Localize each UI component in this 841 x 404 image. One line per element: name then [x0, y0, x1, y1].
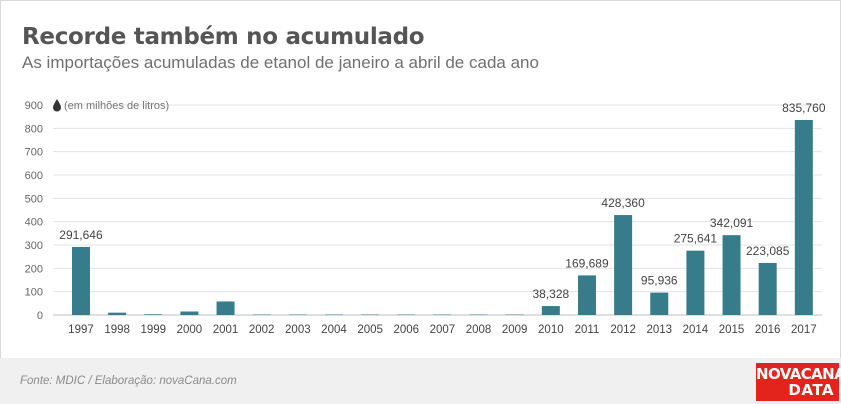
- x-tick-label: 1999: [140, 324, 166, 336]
- x-tick-label: 2014: [683, 324, 709, 336]
- x-tick-label: 2008: [466, 324, 492, 336]
- bar: [252, 314, 271, 316]
- data-label: 275,641: [674, 232, 718, 246]
- x-tick-label: 2007: [430, 324, 456, 336]
- bar: [397, 314, 416, 316]
- data-label: 95,936: [641, 274, 678, 288]
- y-tick-label: 900: [25, 100, 43, 112]
- novacana-data-logo[interactable]: NOVACANA DATA: [756, 363, 841, 401]
- x-tick-label: 2009: [502, 324, 528, 336]
- bar: [614, 215, 633, 315]
- y-tick-label: 600: [25, 170, 43, 182]
- bar: [71, 246, 90, 315]
- y-tick-label: 700: [25, 147, 43, 159]
- x-tick-label: 2011: [575, 324, 600, 336]
- x-tick-label: 2010: [538, 324, 564, 336]
- x-tick-label: 2015: [719, 324, 745, 336]
- x-tick-label: 2013: [646, 324, 672, 336]
- x-tick-label: 2003: [285, 324, 311, 336]
- y-axis-unit-label: (em milhões de litros): [64, 100, 169, 112]
- y-tick-label: 100: [25, 287, 43, 299]
- data-label: 835,760: [782, 101, 826, 115]
- bar: [722, 235, 741, 315]
- x-tick-label: 1997: [68, 324, 94, 336]
- bar: [794, 119, 813, 315]
- x-tick-label: 2006: [393, 324, 419, 336]
- x-tick-label: 1998: [104, 324, 130, 336]
- x-tick-label: 2016: [755, 324, 781, 336]
- data-label: 38,328: [532, 287, 569, 301]
- x-tick-label: 2005: [357, 324, 383, 336]
- bar: [650, 292, 669, 315]
- data-label: 223,085: [746, 244, 790, 258]
- logo-line-2: DATA: [788, 381, 834, 399]
- bar: [216, 301, 235, 315]
- bar: [288, 314, 307, 316]
- source-note: Fonte: MDIC / Elaboração: novaCana.com: [20, 375, 237, 387]
- bar: [324, 314, 343, 316]
- data-label: 342,091: [710, 216, 754, 230]
- x-tick-label: 2001: [213, 324, 239, 336]
- x-tick-label: 2004: [321, 324, 347, 336]
- data-label: 169,689: [565, 256, 609, 270]
- bar: [541, 306, 560, 315]
- bar: [469, 314, 488, 316]
- chart-title: Recorde também no acumulado: [22, 24, 425, 50]
- bar: [361, 314, 380, 316]
- y-tick-label: 400: [25, 217, 43, 229]
- bar: [180, 311, 199, 315]
- drop-icon: [53, 99, 61, 112]
- data-label: 428,360: [601, 196, 645, 210]
- bar: [577, 275, 596, 315]
- chart-subtitle: As importações acumuladas de etanol de j…: [22, 53, 539, 72]
- footer: Fonte: MDIC / Elaboração: novaCana.com N…: [0, 358, 841, 404]
- y-tick-label: 800: [25, 123, 43, 135]
- y-tick-label: 500: [25, 193, 43, 205]
- bar: [108, 312, 127, 315]
- x-tick-label: 2017: [791, 324, 817, 336]
- y-tick-label: 300: [25, 240, 43, 252]
- bar: [686, 250, 705, 315]
- bar: [433, 314, 452, 316]
- y-tick-label: 200: [25, 263, 43, 275]
- bar: [144, 314, 163, 315]
- bar-chart: 0 100 200 300 400 500 600 700 800 900 (em milhões …: [25, 99, 826, 336]
- data-label: 291,646: [59, 228, 103, 242]
- y-tick-label: 0: [37, 310, 43, 322]
- bar: [758, 262, 777, 315]
- x-tick-label: 2002: [249, 324, 275, 336]
- logo-line-1: NOVACANA: [756, 365, 841, 383]
- bar: [505, 314, 524, 316]
- x-tick-label: 2012: [610, 324, 636, 336]
- x-tick-label: 2000: [177, 324, 203, 336]
